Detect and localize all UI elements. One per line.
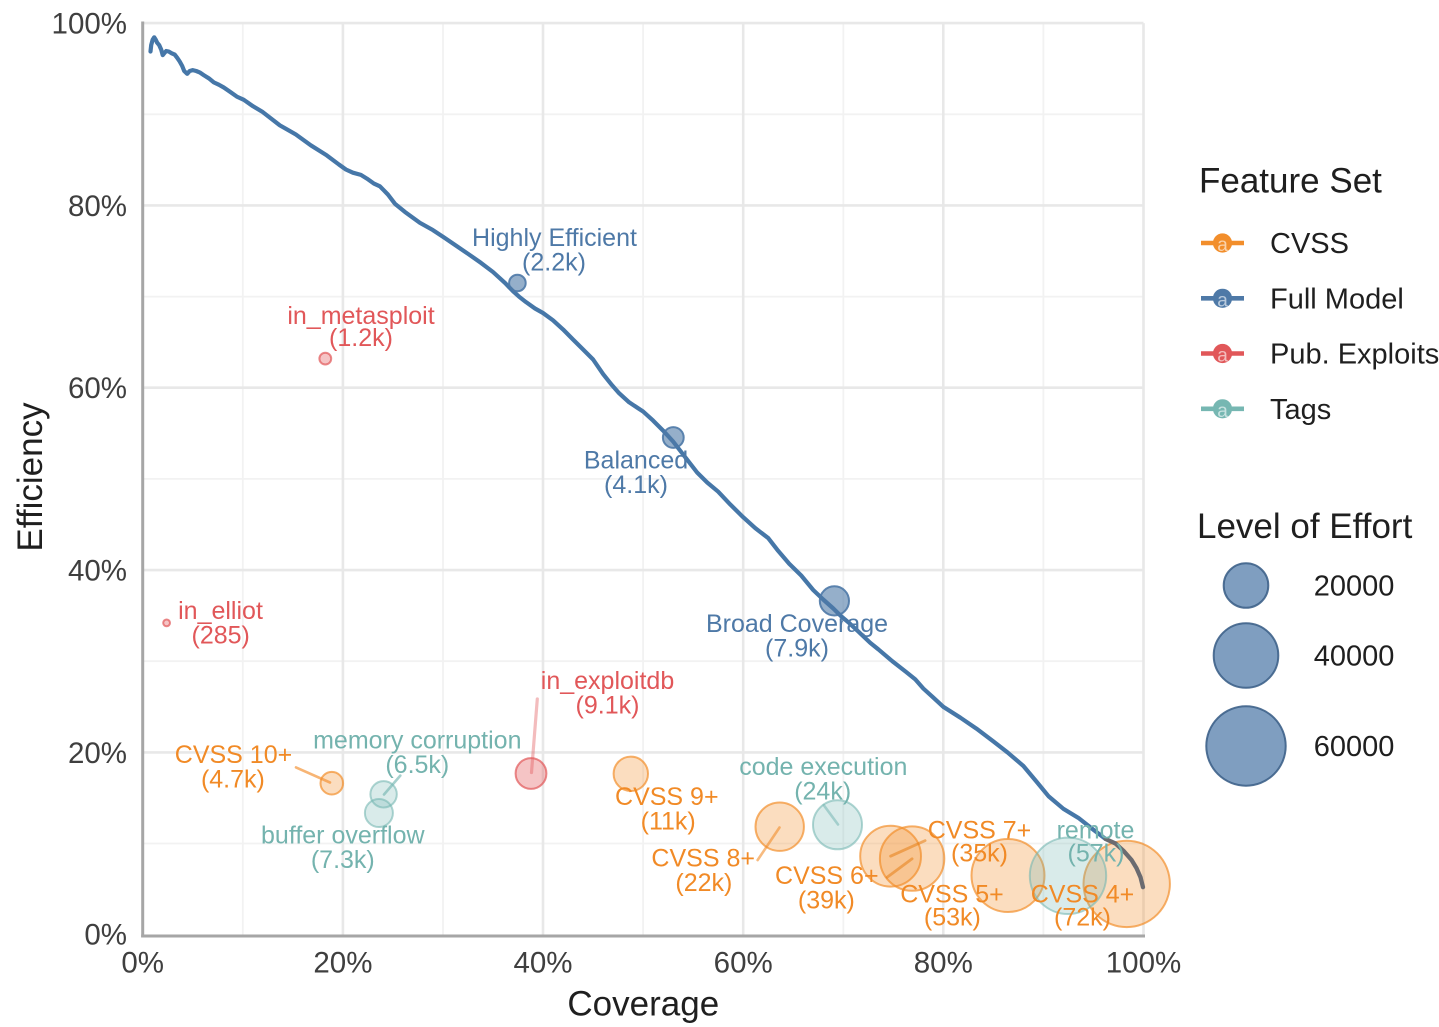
svg-text:CVSS 7+: CVSS 7+ <box>928 816 1032 844</box>
svg-text:Tags: Tags <box>1270 394 1331 426</box>
svg-text:CVSS 5+: CVSS 5+ <box>900 880 1004 908</box>
svg-text:a: a <box>1217 235 1228 256</box>
svg-text:40000: 40000 <box>1314 641 1395 673</box>
svg-text:80%: 80% <box>68 190 127 223</box>
svg-text:CVSS: CVSS <box>1270 228 1349 260</box>
svg-text:CVSS 8+: CVSS 8+ <box>651 844 755 872</box>
svg-text:0%: 0% <box>121 947 164 980</box>
svg-text:(35k): (35k) <box>951 839 1008 867</box>
svg-text:0%: 0% <box>84 919 127 952</box>
svg-text:Feature Set: Feature Set <box>1199 161 1382 200</box>
svg-text:CVSS 9+: CVSS 9+ <box>615 783 719 811</box>
svg-text:a: a <box>1217 401 1228 422</box>
svg-text:in_elliot: in_elliot <box>178 597 263 625</box>
svg-text:(2.2k): (2.2k) <box>522 248 586 276</box>
svg-text:(7.3k): (7.3k) <box>311 846 375 874</box>
svg-text:(24k): (24k) <box>794 778 851 806</box>
svg-text:code execution: code execution <box>739 753 907 781</box>
svg-text:buffer overflow: buffer overflow <box>261 821 425 849</box>
svg-text:memory corruption: memory corruption <box>313 727 521 755</box>
svg-text:60%: 60% <box>714 947 773 980</box>
svg-text:(6.5k): (6.5k) <box>385 751 449 779</box>
svg-text:Highly Efficient: Highly Efficient <box>472 224 637 252</box>
svg-text:(57k): (57k) <box>1068 839 1125 867</box>
svg-text:(1.2k): (1.2k) <box>329 324 393 352</box>
svg-text:remote: remote <box>1057 816 1135 844</box>
svg-text:60000: 60000 <box>1314 731 1395 763</box>
svg-text:(4.1k): (4.1k) <box>604 471 668 499</box>
svg-text:(39k): (39k) <box>798 886 855 914</box>
svg-text:100%: 100% <box>1106 947 1181 980</box>
svg-text:60%: 60% <box>68 372 127 405</box>
svg-text:20000: 20000 <box>1314 571 1395 603</box>
svg-text:20%: 20% <box>68 737 127 770</box>
svg-text:Full Model: Full Model <box>1270 283 1404 315</box>
svg-text:Pub. Exploits: Pub. Exploits <box>1270 339 1439 371</box>
svg-text:40%: 40% <box>68 554 127 587</box>
svg-text:CVSS 4+: CVSS 4+ <box>1031 880 1135 908</box>
svg-text:(72k): (72k) <box>1054 903 1111 931</box>
svg-text:(22k): (22k) <box>675 869 732 897</box>
svg-text:CVSS 10+: CVSS 10+ <box>175 741 292 769</box>
svg-text:Level of Effort: Level of Effort <box>1197 507 1413 546</box>
svg-text:a: a <box>1217 290 1228 311</box>
svg-text:Efficiency: Efficiency <box>11 402 50 552</box>
svg-text:(53k): (53k) <box>924 903 981 931</box>
svg-text:Coverage: Coverage <box>567 984 719 1023</box>
svg-text:in_exploitdb: in_exploitdb <box>541 667 674 695</box>
svg-text:(285): (285) <box>192 621 250 649</box>
svg-text:in_metasploit: in_metasploit <box>287 302 434 330</box>
svg-text:(11k): (11k) <box>641 808 696 836</box>
svg-text:a: a <box>1217 346 1228 367</box>
svg-text:Broad Coverage: Broad Coverage <box>706 610 888 638</box>
svg-text:(4.7k): (4.7k) <box>201 765 265 793</box>
svg-text:40%: 40% <box>513 947 572 980</box>
svg-text:100%: 100% <box>52 8 127 41</box>
svg-text:Balanced: Balanced <box>584 447 688 475</box>
svg-text:(9.1k): (9.1k) <box>576 692 640 720</box>
svg-text:CVSS 6+: CVSS 6+ <box>775 862 879 890</box>
svg-text:80%: 80% <box>914 947 973 980</box>
svg-text:(7.9k): (7.9k) <box>765 635 829 663</box>
svg-text:20%: 20% <box>313 947 372 980</box>
